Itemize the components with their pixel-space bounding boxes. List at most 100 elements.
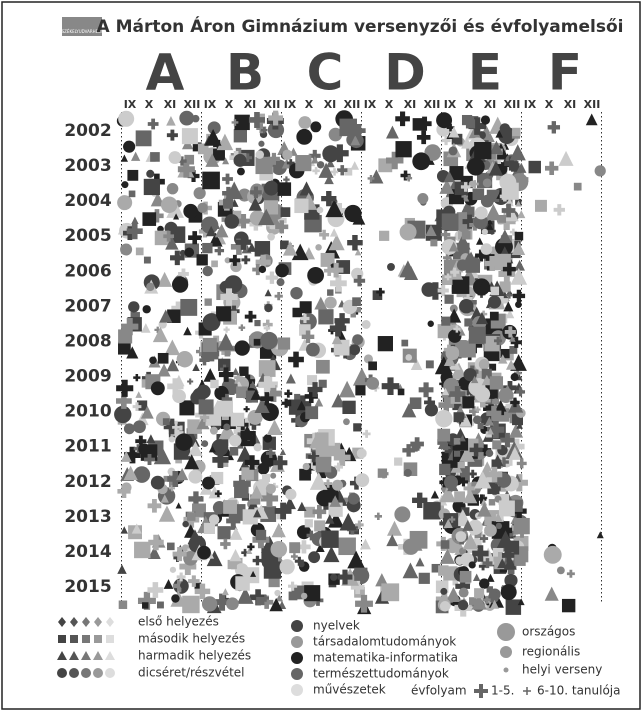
- decorative-mark: [506, 359, 517, 370]
- decorative-mark: [425, 224, 437, 236]
- decorative-mark: [226, 513, 241, 529]
- year-label: 2013: [64, 507, 111, 527]
- decorative-mark: [229, 549, 242, 562]
- decorative-mark: [355, 520, 364, 530]
- decorative-mark: [315, 456, 332, 473]
- class-label: F: [548, 44, 582, 102]
- decorative-mark: [439, 485, 457, 503]
- decorative-mark: [214, 490, 222, 498]
- decorative-mark: [212, 451, 229, 469]
- decorative-mark: [500, 584, 517, 601]
- decorative-mark: [201, 440, 209, 448]
- decorative-mark: [264, 303, 273, 313]
- decorative-mark: [441, 135, 451, 146]
- decorative-mark: [208, 445, 216, 453]
- legend-icon: [58, 617, 66, 627]
- decorative-mark: [234, 340, 250, 356]
- decorative-mark: [338, 380, 356, 398]
- decorative-mark: [302, 462, 310, 471]
- decorative-mark: [304, 519, 313, 528]
- decorative-mark: [500, 432, 515, 448]
- decorative-mark: [130, 312, 140, 322]
- decorative-mark: [154, 230, 170, 246]
- decorative-mark: [318, 309, 334, 325]
- decorative-mark: [227, 559, 237, 570]
- decorative-mark: [169, 566, 177, 573]
- decorative-mark: [133, 420, 146, 434]
- legend-label: dicséret/részvétel: [138, 666, 245, 680]
- grade-label: XII: [504, 98, 521, 111]
- decorative-mark: [133, 466, 151, 483]
- decorative-mark: [510, 373, 519, 382]
- decorative-mark: [337, 569, 353, 585]
- decorative-mark: [223, 198, 234, 209]
- decorative-mark: [218, 421, 237, 440]
- decorative-mark: [284, 389, 293, 398]
- decorative-mark: [534, 199, 547, 212]
- decorative-mark: [282, 241, 298, 256]
- decorative-mark: [296, 400, 307, 411]
- decorative-mark: [498, 354, 508, 364]
- year-label: 2003: [64, 156, 111, 176]
- grade-label: IX: [124, 98, 137, 111]
- decorative-mark: [367, 175, 375, 182]
- decorative-mark: [412, 492, 428, 508]
- decorative-mark: [126, 346, 139, 359]
- decorative-mark: [434, 356, 453, 375]
- decorative-mark: [399, 223, 417, 241]
- decorative-mark: [150, 381, 165, 396]
- decorative-mark: [235, 576, 250, 591]
- decorative-mark: [448, 329, 462, 343]
- decorative-mark: [493, 512, 503, 522]
- decorative-mark: [453, 450, 461, 457]
- decorative-mark: [464, 318, 473, 327]
- decorative-mark: [188, 469, 203, 484]
- decorative-mark: [310, 121, 322, 133]
- decorative-mark: [249, 485, 264, 499]
- decorative-mark: [453, 325, 461, 333]
- decorative-mark: [330, 573, 338, 581]
- decorative-mark: [239, 425, 255, 441]
- decorative-mark: [120, 154, 128, 162]
- decorative-mark: [244, 310, 257, 323]
- decorative-mark: [553, 204, 565, 216]
- decorative-mark: [492, 398, 500, 406]
- decorative-mark: [192, 363, 200, 372]
- decorative-mark: [294, 198, 309, 214]
- decorative-mark: [203, 522, 215, 534]
- decorative-mark: [318, 379, 327, 388]
- decorative-mark: [211, 315, 221, 324]
- decorative-mark: [477, 502, 492, 517]
- decorative-mark: [468, 469, 477, 478]
- decorative-mark: [229, 434, 242, 447]
- decorative-mark: [479, 534, 489, 543]
- class-label: C: [307, 44, 344, 102]
- decorative-mark: [401, 339, 409, 347]
- decorative-mark: [318, 162, 334, 178]
- decorative-mark: [223, 326, 230, 333]
- legend-icon: [70, 635, 78, 643]
- decorative-mark: [231, 367, 240, 376]
- decorative-mark: [229, 526, 243, 540]
- decorative-mark: [146, 434, 156, 444]
- decorative-mark: [444, 475, 459, 490]
- legend-label: harmadik helyezés: [138, 649, 251, 663]
- decorative-mark: [474, 142, 492, 160]
- decorative-mark: [265, 271, 279, 284]
- decorative-mark: [266, 419, 283, 436]
- decorative-mark: [495, 130, 504, 138]
- decorative-mark: [438, 397, 455, 413]
- legend-label: matematika-informatika: [313, 651, 458, 665]
- decorative-mark: [267, 121, 285, 139]
- decorative-mark: [480, 194, 494, 208]
- legend-icon: [523, 687, 531, 695]
- decorative-mark: [289, 542, 301, 554]
- decorative-mark: [352, 297, 361, 307]
- decorative-mark: [128, 190, 136, 198]
- decorative-mark: [509, 144, 526, 161]
- decorative-mark: [123, 465, 138, 480]
- decorative-mark: [323, 479, 333, 488]
- decorative-mark: [327, 289, 334, 296]
- decorative-mark: [184, 154, 195, 165]
- decorative-mark: [481, 368, 492, 379]
